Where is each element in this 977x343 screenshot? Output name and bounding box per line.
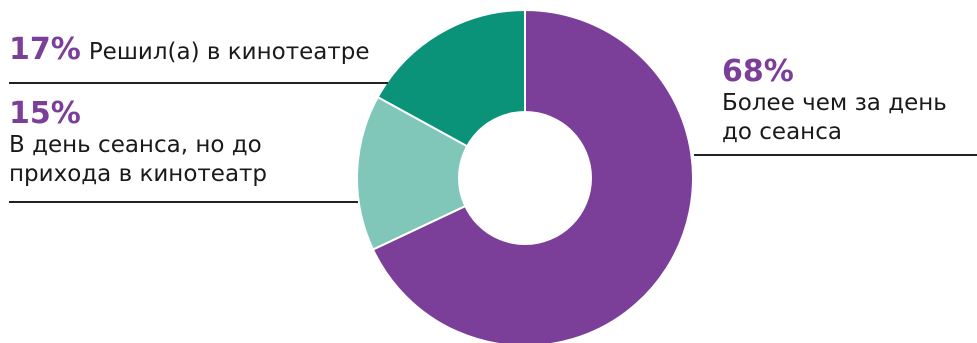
label-68: 68% Более чем за день до сеанса [722, 54, 947, 147]
rule-68 [694, 154, 977, 156]
slice-15 [356, 95, 528, 251]
pct-15: 15% [9, 96, 81, 131]
label-15-line2: прихода в кинотеатр [9, 161, 268, 187]
label-17: 17% Решил(а) в кинотеатре [9, 32, 369, 67]
label-68-line1: Более чем за день [722, 90, 947, 116]
pct-68: 68% [722, 54, 794, 89]
rule-17 [9, 82, 388, 84]
label-15-line1: В день сеанса, но до [9, 132, 262, 158]
donut-hole [458, 111, 592, 245]
label-68-line2: до сеанса [722, 119, 842, 145]
rule-15 [9, 201, 358, 203]
label-17-line1: Решил(а) в кинотеатре [88, 39, 370, 65]
label-15: 15% В день сеанса, но до прихода в кинот… [9, 96, 267, 189]
pct-17: 17% [9, 32, 81, 67]
